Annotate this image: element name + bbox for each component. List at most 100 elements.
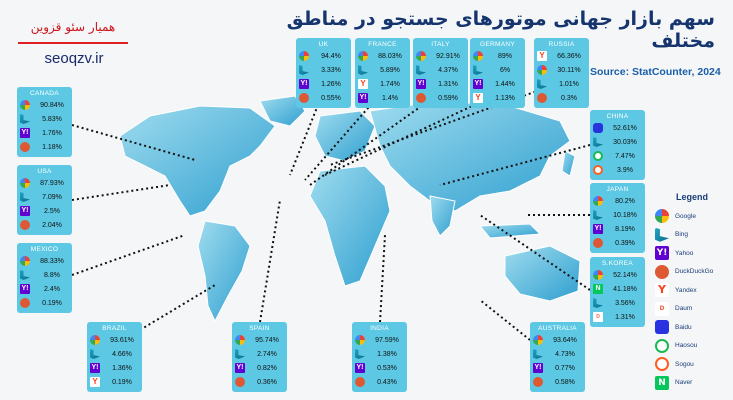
share-value: 3.33%	[321, 66, 341, 74]
yahoo-icon: Y!	[473, 79, 483, 89]
yahoo-icon: Y!	[299, 79, 309, 89]
share-value: 95.74%	[255, 336, 279, 344]
share-row: 5.83%	[20, 112, 69, 126]
google-icon	[655, 209, 669, 224]
share-row: 4.66%	[90, 347, 139, 361]
legend-label: Naver	[675, 379, 693, 387]
naver-icon: N	[593, 284, 603, 294]
yandex-icon: Y	[90, 377, 100, 387]
legend-item-daum: D Daum	[655, 300, 729, 319]
sogou-icon	[655, 357, 669, 372]
country-card-uk: UK 94.4% 3.33% Y! 1.26% 0.55%	[296, 38, 351, 108]
share-value: 0.55%	[321, 94, 341, 102]
share-row: Y! 2.4%	[20, 282, 69, 296]
country-name: FRANCE	[368, 41, 397, 48]
google-icon	[235, 335, 245, 345]
share-value: 4.73%	[555, 350, 575, 358]
share-row: Y! 0.77%	[533, 361, 582, 375]
share-value: 1.74%	[380, 80, 400, 88]
duckduckgo-icon	[20, 298, 30, 308]
legend: Legend Google Bing Y! Yahoo DuckDuckGo Y Yande…	[655, 192, 729, 392]
share-row: Y! 1.44%	[473, 77, 522, 91]
bing-icon	[20, 114, 30, 124]
share-value: 1.01%	[559, 80, 579, 88]
share-row: 93.61%	[90, 333, 139, 347]
share-row: 1.18%	[20, 140, 69, 154]
google-icon	[473, 51, 483, 61]
legend-label: Yandex	[675, 286, 697, 294]
bing-icon	[473, 65, 483, 75]
share-row: 3.56%	[593, 296, 642, 310]
legend-item-naver: N Naver	[655, 374, 729, 393]
google-icon	[537, 65, 547, 75]
country-name: USA	[37, 168, 52, 175]
share-row: 93.64%	[533, 333, 582, 347]
share-value: 1.26%	[321, 80, 341, 88]
duckduckgo-icon	[355, 377, 365, 387]
share-value: 30.03%	[613, 138, 637, 146]
legend-label: Sogou	[675, 360, 694, 368]
yahoo-icon: Y!	[358, 93, 368, 103]
share-row: 95.74%	[235, 333, 284, 347]
duckduckgo-icon	[537, 93, 547, 103]
share-row: Y! 1.31%	[416, 77, 465, 91]
legend-label: Yahoo	[675, 249, 694, 257]
country-name: AUSTRALIA	[538, 325, 577, 332]
share-row: Y! 0.53%	[355, 361, 404, 375]
yahoo-icon: Y!	[593, 224, 603, 234]
south-america-shape	[197, 220, 251, 323]
bing-icon	[355, 349, 365, 359]
share-row: 89%	[473, 49, 522, 63]
share-value: 7.47%	[615, 152, 635, 160]
yahoo-icon: Y!	[355, 363, 365, 373]
share-value: 92.91%	[436, 52, 460, 60]
country-name: SPAIN	[249, 325, 270, 332]
share-row: Y 1.74%	[358, 77, 407, 91]
africa-shape	[309, 165, 391, 287]
share-row: 30.03%	[593, 135, 642, 149]
share-row: 5.89%	[358, 63, 407, 77]
share-row: 0.19%	[20, 296, 69, 310]
google-icon	[355, 335, 365, 345]
share-row: Y! 1.26%	[299, 77, 348, 91]
share-value: 2.4%	[44, 285, 60, 293]
share-value: 52.61%	[613, 124, 637, 132]
country-card-spain: SPAIN 95.74% 2.74% Y! 0.82% 0.36%	[232, 322, 287, 392]
bing-icon	[299, 65, 309, 75]
country-card-usa: USA 87.93% 7.09% Y! 2.5% 2.04%	[17, 165, 72, 235]
share-row: 4.37%	[416, 63, 465, 77]
share-row: 6%	[473, 63, 522, 77]
share-row: N 41.18%	[593, 282, 642, 296]
yahoo-icon: Y!	[20, 128, 30, 138]
share-value: 7.09%	[42, 193, 62, 201]
australia-shape	[504, 245, 581, 302]
country-name: JAPAN	[606, 186, 629, 193]
duckduckgo-icon	[20, 220, 30, 230]
share-row: Y! 2.5%	[20, 204, 69, 218]
share-value: 87.93%	[40, 179, 64, 187]
share-value: 0.36%	[257, 378, 277, 386]
share-row: 52.61%	[593, 121, 642, 135]
share-value: 97.59%	[375, 336, 399, 344]
share-value: 4.66%	[112, 350, 132, 358]
google-icon	[20, 100, 30, 110]
google-icon	[533, 335, 543, 345]
share-value: 0.53%	[377, 364, 397, 372]
bing-icon	[358, 65, 368, 75]
share-value: 66.36%	[557, 52, 581, 60]
share-value: 93.61%	[110, 336, 134, 344]
indonesia-shape	[478, 223, 542, 239]
share-row: 2.74%	[235, 347, 284, 361]
share-value: 1.38%	[377, 350, 397, 358]
duckduckgo-icon	[416, 93, 426, 103]
legend-item-duckduckgo: DuckDuckGo	[655, 263, 729, 282]
share-value: 0.58%	[555, 378, 575, 386]
country-name: S.KOREA	[602, 260, 633, 267]
brand-site: seoqzv.ir	[44, 50, 104, 67]
country-card-france: FRANCE 88.03% 5.89% Y 1.74% Y! 1.4%	[355, 38, 410, 108]
country-card-australia: AUSTRALIA 93.64% 4.73% Y! 0.77% 0.58%	[530, 322, 585, 392]
share-value: 93.64%	[553, 336, 577, 344]
country-card-brazil: BRAZIL 93.61% 4.66% Y! 1.36% Y 0.19%	[87, 322, 142, 392]
bing-icon	[235, 349, 245, 359]
share-value: 88.33%	[40, 257, 64, 265]
